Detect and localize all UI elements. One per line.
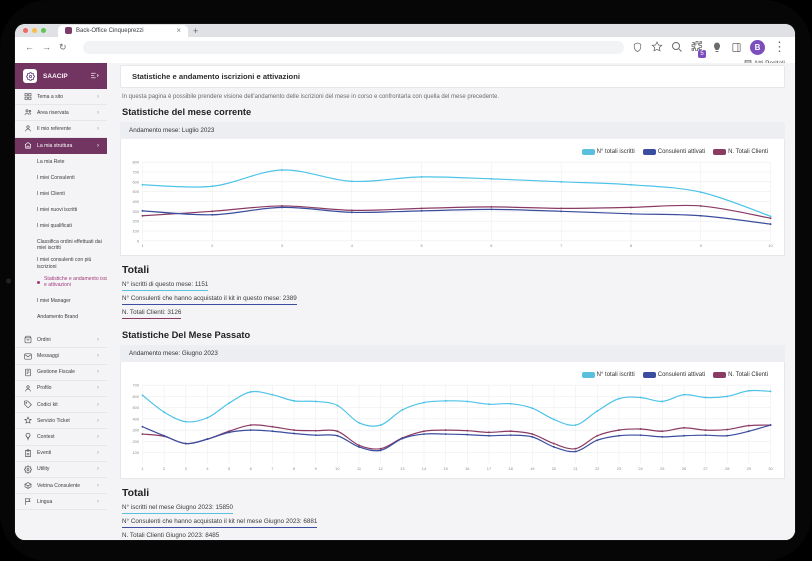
svg-text:7: 7 bbox=[271, 466, 273, 471]
svg-text:8: 8 bbox=[293, 466, 296, 471]
svg-text:25: 25 bbox=[660, 466, 665, 471]
svg-text:2: 2 bbox=[211, 243, 213, 248]
svg-text:0: 0 bbox=[137, 238, 140, 243]
svg-text:28: 28 bbox=[725, 466, 730, 471]
svg-text:3: 3 bbox=[281, 243, 284, 248]
svg-text:1: 1 bbox=[141, 466, 143, 471]
svg-text:8: 8 bbox=[630, 243, 633, 248]
svg-text:26: 26 bbox=[682, 466, 687, 471]
svg-text:700: 700 bbox=[132, 170, 139, 175]
svg-text:27: 27 bbox=[703, 466, 707, 471]
svg-text:15: 15 bbox=[443, 466, 448, 471]
svg-text:7: 7 bbox=[560, 243, 562, 248]
svg-text:200: 200 bbox=[132, 219, 139, 224]
svg-text:800: 800 bbox=[132, 160, 139, 165]
svg-text:24: 24 bbox=[638, 466, 643, 471]
svg-text:3: 3 bbox=[185, 466, 188, 471]
svg-text:23: 23 bbox=[617, 466, 622, 471]
svg-text:16: 16 bbox=[465, 466, 470, 471]
svg-text:13: 13 bbox=[400, 466, 405, 471]
svg-text:22: 22 bbox=[595, 466, 599, 471]
svg-text:6: 6 bbox=[250, 466, 253, 471]
svg-text:100: 100 bbox=[132, 450, 139, 455]
svg-text:5: 5 bbox=[421, 243, 424, 248]
svg-text:4: 4 bbox=[206, 466, 209, 471]
svg-text:9: 9 bbox=[315, 466, 317, 471]
svg-text:19: 19 bbox=[530, 466, 534, 471]
svg-text:12: 12 bbox=[379, 466, 383, 471]
svg-text:14: 14 bbox=[422, 466, 427, 471]
svg-text:300: 300 bbox=[132, 209, 139, 214]
svg-text:29: 29 bbox=[747, 466, 751, 471]
svg-text:21: 21 bbox=[573, 466, 577, 471]
svg-text:400: 400 bbox=[132, 199, 139, 204]
svg-text:100: 100 bbox=[132, 229, 139, 234]
svg-text:2: 2 bbox=[163, 466, 165, 471]
svg-text:10: 10 bbox=[768, 243, 773, 248]
svg-text:200: 200 bbox=[132, 439, 139, 444]
svg-text:9: 9 bbox=[700, 243, 702, 248]
svg-text:1: 1 bbox=[141, 243, 143, 248]
svg-text:6: 6 bbox=[490, 243, 493, 248]
svg-text:500: 500 bbox=[132, 189, 139, 194]
svg-text:11: 11 bbox=[357, 466, 361, 471]
svg-text:600: 600 bbox=[132, 179, 139, 184]
svg-text:700: 700 bbox=[132, 383, 139, 388]
svg-text:600: 600 bbox=[132, 394, 139, 399]
svg-text:20: 20 bbox=[552, 466, 557, 471]
svg-text:500: 500 bbox=[132, 405, 139, 410]
svg-text:30: 30 bbox=[768, 466, 773, 471]
svg-text:17: 17 bbox=[487, 466, 491, 471]
svg-text:400: 400 bbox=[132, 416, 139, 421]
svg-text:4: 4 bbox=[351, 243, 354, 248]
svg-text:18: 18 bbox=[508, 466, 513, 471]
svg-text:10: 10 bbox=[335, 466, 340, 471]
svg-text:5: 5 bbox=[228, 466, 231, 471]
svg-text:300: 300 bbox=[132, 428, 139, 433]
